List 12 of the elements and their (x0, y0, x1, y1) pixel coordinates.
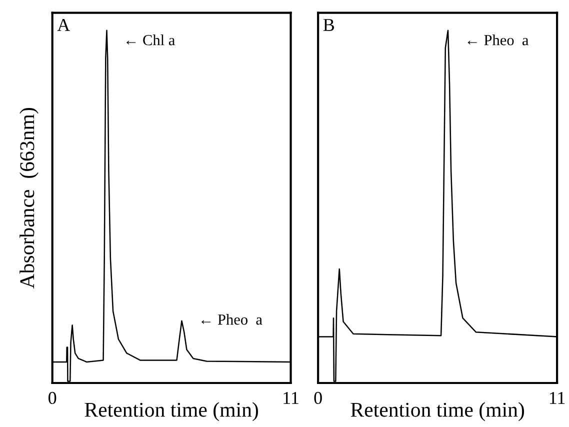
chart-title: A (57, 18, 70, 31)
x-tick-label: 11 (550, 392, 565, 404)
x-axis-title: Retention time (min) (350, 402, 524, 422)
x-tick-label: 0 (314, 392, 322, 404)
annotation: ← Pheo a (468, 34, 529, 46)
x-tick-label: 11 (284, 392, 298, 404)
chart-title: B (323, 19, 334, 31)
x-axis-title: Retention time (min) (84, 402, 258, 422)
annotation: ← Pheo a (202, 314, 262, 325)
annotation: ← Chl a (126, 34, 175, 46)
x-tick-label: 0 (48, 392, 56, 404)
y-axis-title: Absorbance (663nm) (20, 108, 38, 289)
